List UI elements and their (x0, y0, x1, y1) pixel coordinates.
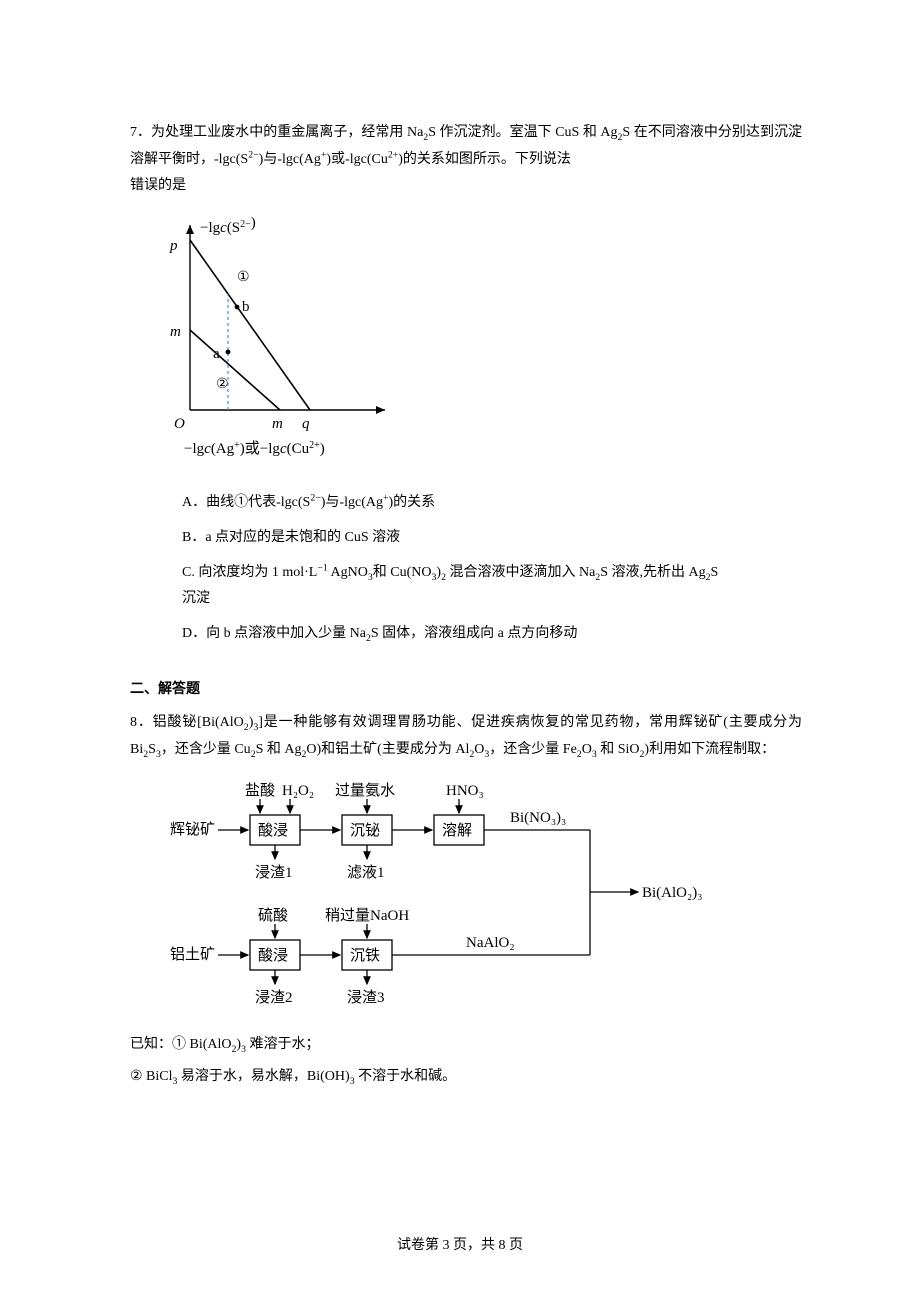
q8-known: 已知：① Bi(AlO2)3 难溶于水； (130, 1032, 802, 1059)
svg-text:H₂O₂: H₂O₂ (282, 783, 314, 799)
svg-text:浸渣1: 浸渣1 (255, 864, 293, 881)
svg-text:浸渣2: 浸渣2 (255, 989, 293, 1006)
q7-options: A．曲线①代表-lgc(S2−)与-lgc(Ag+)的关系 B．a 点对应的是未… (182, 490, 802, 647)
svg-text:Bi(NO₃)₃: Bi(NO₃)₃ (510, 810, 566, 826)
label-m-y: m (170, 324, 181, 340)
label-m-x: m (272, 416, 283, 432)
q8-flowchart: 辉铋矿 酸浸 盐酸 H₂O₂ 浸渣1 沉铋 过量氨水 滤液1 溶解 HNO₃ B (170, 777, 802, 1018)
label-a: a (213, 346, 220, 362)
svg-text:稍过量NaOH: 稍过量NaOH (325, 907, 409, 924)
q8-number: 8． (130, 715, 153, 730)
label-two: ② (216, 377, 229, 392)
svg-text:溶解: 溶解 (442, 822, 472, 839)
product-label: Bi(AlO₂)₃ (642, 885, 702, 901)
svg-text:硫酸: 硫酸 (258, 907, 288, 924)
label-q: q (302, 416, 310, 432)
svg-text:过量氨水: 过量氨水 (335, 782, 395, 799)
xlabel: −lgc(Ag+)或−lgc(Cu2+) (184, 440, 325, 457)
svg-text:HNO₃: HNO₃ (446, 783, 484, 799)
top-start: 辉铋矿 (170, 821, 215, 838)
q8-known2: ② BiCl3 易溶于水，易水解，Bi(OH)3 不溶于水和碱。 (130, 1064, 802, 1091)
q7-text: 7．为处理工业废水中的重金属离子，经常用 Na2S 作沉淀剂。室温下 CuS 和… (130, 120, 802, 200)
svg-text:沉铋: 沉铋 (350, 822, 380, 839)
ylabel: −lgc(S2−) (200, 215, 256, 236)
svg-text:沉铁: 沉铁 (350, 947, 380, 964)
label-b: b (242, 299, 250, 315)
bot-start: 铝土矿 (170, 946, 215, 963)
option-d: D．向 b 点溶液中加入少量 Na2S 固体，溶液组成向 a 点方向移动 (182, 621, 802, 648)
option-b: B．a 点对应的是未饱和的 CuS 溶液 (182, 525, 802, 552)
q7-chart: −lgc(S2−) p b a m ① ② O m q −lgc(Ag+)或−l… (140, 210, 802, 481)
svg-text:NaAlO₂: NaAlO₂ (466, 935, 515, 951)
label-one: ① (237, 270, 250, 285)
page-footer: 试卷第 3 页，共 8 页 (0, 1233, 920, 1260)
svg-text:浸渣3: 浸渣3 (347, 989, 385, 1006)
svg-text:盐酸: 盐酸 (245, 782, 275, 799)
q8-text: 8．铝酸铋[Bi(AlO2)3]是一种能够有效调理胃肠功能、促进疾病恢复的常见药… (130, 710, 802, 763)
option-c: C. 向浓度均为 1 mol·L−1 AgNO3和 Cu(NO3)2 混合溶液中… (182, 560, 802, 613)
label-p: p (169, 238, 178, 254)
svg-text:酸浸: 酸浸 (258, 947, 288, 964)
option-a: A．曲线①代表-lgc(S2−)与-lgc(Ag+)的关系 (182, 490, 802, 517)
section2-heading: 二、解答题 (130, 677, 802, 704)
label-O: O (174, 416, 185, 432)
q7-number: 7． (130, 125, 151, 140)
svg-text:滤液1: 滤液1 (347, 864, 385, 881)
svg-text:酸浸: 酸浸 (258, 822, 288, 839)
